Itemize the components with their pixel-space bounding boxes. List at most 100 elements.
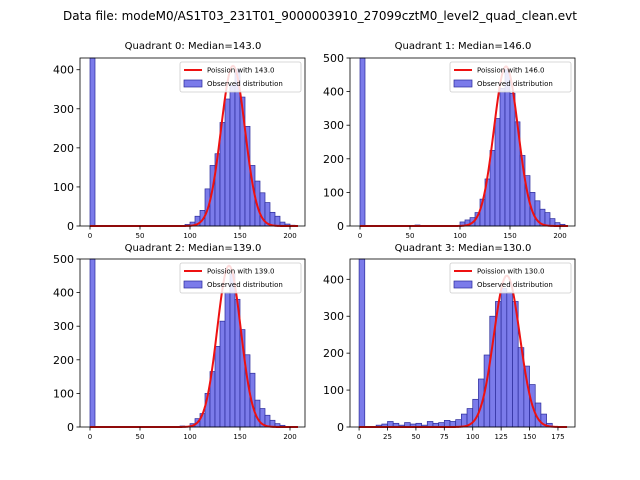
bars-q0 — [89, 57, 296, 227]
legend-line-label-q1: Poission with 146.0 — [477, 67, 545, 75]
legend-q3: Poission with 130.0 Observed distributio… — [449, 262, 572, 294]
bar-q1-10 — [499, 87, 506, 227]
x-tick-label-q3-50: 50 — [411, 433, 420, 441]
bar-q3-24 — [506, 291, 513, 428]
x-ticks-q2: 0 50 100 150 200 — [88, 427, 297, 441]
figure-title: Data file: modeM0/AS1T03_231T01_90000039… — [63, 9, 577, 23]
x-tick-label-q0-100: 100 — [183, 232, 196, 240]
y-tick-label-q2-300: 300 — [53, 320, 74, 333]
y-tick-label-q1-400: 400 — [323, 86, 344, 99]
legend-line-label-q2: Poission with 139.0 — [207, 268, 275, 276]
legend-box-q0 — [179, 61, 302, 93]
bar-q3-0 — [358, 258, 366, 428]
y-tick-label-q0-400: 400 — [53, 64, 74, 77]
panel-q1: Quadrant 1: Median=146.0 0 50 100 150 200 0 1… — [323, 41, 576, 240]
legend-q2: Poission with 139.0 Observed distributio… — [179, 262, 302, 294]
legend-q1: Poission with 146.0 Observed distributio… — [449, 61, 572, 93]
bar-q2-0 — [89, 258, 96, 428]
panel-title-q3: Quadrant 3: Median=130.0 — [395, 243, 532, 254]
bar-q0-0 — [89, 57, 96, 227]
x-ticks-q3: 0 25 50 75 100 125 150 175 — [357, 427, 565, 441]
legend-bar-swatch-q0 — [183, 79, 203, 88]
x-tick-label-q1-100: 100 — [453, 232, 466, 240]
y-tick-label-q3-200: 200 — [323, 347, 344, 360]
y-tick-label-q3-0: 0 — [337, 421, 344, 434]
legend-bar-label-q0: Observed distribution — [207, 80, 283, 88]
y-tick-label-q2-200: 200 — [53, 354, 74, 367]
y-tick-label-q0-200: 200 — [53, 142, 74, 155]
panel-title-q1: Quadrant 1: Median=146.0 — [395, 41, 532, 52]
x-tick-label-q1-200: 200 — [553, 232, 566, 240]
legend-line-label-q3: Poission with 130.0 — [477, 268, 545, 276]
bar-q0-9 — [224, 98, 231, 227]
axes-frame-q3 — [349, 258, 576, 428]
y-tick-label-q1-200: 200 — [323, 153, 344, 166]
y-ticks-q0: 0 100 200 300 400 — [53, 64, 80, 233]
bar-q2-9 — [224, 292, 231, 428]
x-tick-label-q3-175: 175 — [551, 433, 564, 441]
legend-bar-swatch-q3 — [453, 280, 473, 289]
bar-q0-11 — [234, 69, 241, 227]
x-tick-label-q3-125: 125 — [494, 433, 507, 441]
bar-q1-11 — [504, 69, 511, 227]
legend-box-q2 — [179, 262, 302, 294]
y-tick-label-q1-500: 500 — [323, 52, 344, 65]
x-tick-label-q3-25: 25 — [383, 433, 392, 441]
x-tick-label-q3-150: 150 — [523, 433, 536, 441]
legend-bar-label-q1: Observed distribution — [477, 80, 553, 88]
bar-q1-9 — [494, 118, 501, 227]
panel-q3: Quadrant 3: Median=130.0 0 25 50 75 100 125 15… — [323, 243, 576, 441]
y-tick-label-q0-0: 0 — [67, 220, 74, 233]
bar-q0-10 — [229, 84, 236, 227]
bar-q0-19 — [274, 215, 281, 227]
axes-frame-q1 — [349, 57, 576, 227]
bar-q2-10 — [229, 273, 236, 428]
x-tick-label-q3-100: 100 — [466, 433, 479, 441]
axes-frame-q0 — [79, 57, 306, 227]
panel-q0: Quadrant 0: Median=143.0 0 50 100 150 200 0 1… — [53, 41, 306, 240]
legend-box-q1 — [449, 61, 572, 93]
y-tick-label-q2-400: 400 — [53, 287, 74, 300]
x-tick-label-q0-50: 50 — [136, 232, 145, 240]
y-tick-label-q2-0: 0 — [67, 421, 74, 434]
y-ticks-q3: 0 100 200 300 400 — [323, 273, 350, 434]
legend-bar-label-q2: Observed distribution — [207, 281, 283, 289]
axes-frame-q2 — [79, 258, 306, 428]
bar-q3-23 — [500, 288, 508, 428]
y-tick-label-q0-100: 100 — [53, 181, 74, 194]
x-tick-label-q0-0: 0 — [88, 232, 92, 240]
x-tick-label-q1-0: 0 — [358, 232, 362, 240]
bars-q2 — [89, 258, 286, 428]
x-tick-label-q2-50: 50 — [136, 433, 145, 441]
y-tick-label-q1-100: 100 — [323, 186, 344, 199]
x-ticks-q1: 0 50 100 150 200 — [358, 226, 567, 240]
y-tick-label-q1-300: 300 — [323, 119, 344, 132]
legend-bar-label-q3: Observed distribution — [477, 281, 553, 289]
y-tick-label-q0-300: 300 — [53, 103, 74, 116]
x-tick-label-q0-200: 200 — [283, 232, 296, 240]
x-tick-label-q3-75: 75 — [440, 433, 449, 441]
legend-line-label-q0: Poission with 143.0 — [207, 67, 275, 75]
panel-title-q0: Quadrant 0: Median=143.0 — [125, 41, 262, 52]
legend-q0: Poission with 143.0 Observed distributio… — [179, 61, 302, 93]
x-tick-label-q1-50: 50 — [406, 232, 415, 240]
legend-bar-swatch-q2 — [183, 280, 203, 289]
bar-q1-19 — [544, 212, 551, 227]
bar-q2-8 — [219, 320, 226, 428]
legend-box-q3 — [449, 262, 572, 294]
y-tick-label-q2-100: 100 — [53, 387, 74, 400]
y-ticks-q2: 0 100 200 300 400 500 — [53, 253, 80, 434]
x-ticks-q0: 0 50 100 150 200 — [88, 226, 297, 240]
x-tick-label-q3-0: 0 — [357, 433, 361, 441]
panel-title-q2: Quadrant 2: Median=139.0 — [125, 243, 262, 254]
y-tick-label-q3-300: 300 — [323, 310, 344, 323]
y-tick-label-q3-100: 100 — [323, 384, 344, 397]
y-tick-label-q1-0: 0 — [337, 220, 344, 233]
x-tick-label-q2-200: 200 — [283, 433, 296, 441]
bar-q1-12 — [509, 92, 516, 227]
x-tick-label-q0-150: 150 — [233, 232, 246, 240]
bar-q2-7 — [214, 346, 221, 428]
x-tick-label-q1-150: 150 — [503, 232, 516, 240]
y-tick-label-q3-400: 400 — [323, 273, 344, 286]
